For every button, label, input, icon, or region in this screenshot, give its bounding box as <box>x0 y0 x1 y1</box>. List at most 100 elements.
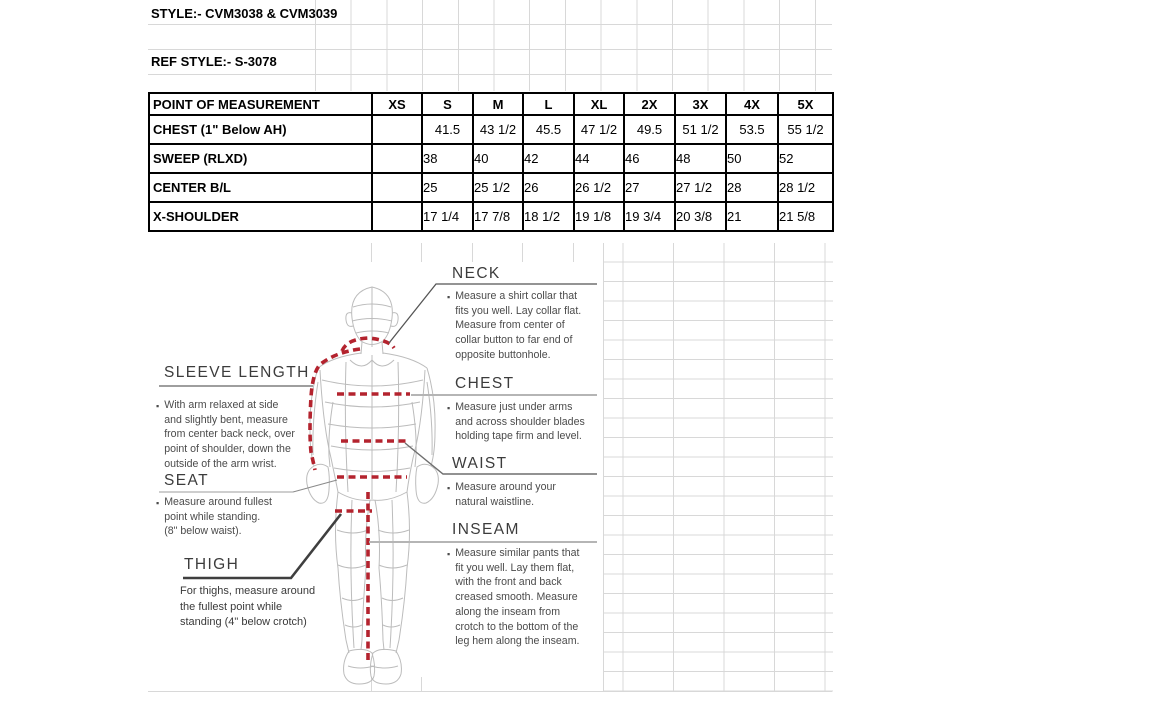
gridline-stub <box>472 243 473 262</box>
table-header-row: POINT OF MEASUREMENT XS S M L XL 2X 3X 4… <box>148 92 834 116</box>
cell-value: 21 5/8 <box>777 201 834 232</box>
cell-value: 55 1/2 <box>777 114 834 145</box>
cell-value: 46 <box>623 143 676 174</box>
cell-value: 18 1/2 <box>522 201 575 232</box>
cell-value: 48 <box>674 143 727 174</box>
waist-connector-line <box>404 442 597 475</box>
cell-value: 49.5 <box>623 114 676 145</box>
neck-description-text: Measure a shirt collar that fits you wel… <box>455 290 582 361</box>
bullet-square-icon: ▪ <box>156 401 160 411</box>
bullet-square-icon: ▪ <box>447 483 451 493</box>
bullet-square-icon: ▪ <box>156 498 160 508</box>
cell-value: 52 <box>777 143 834 174</box>
gridline-stub <box>371 243 372 262</box>
seat-label: SEAT <box>164 472 209 489</box>
gridline-stub <box>421 677 422 691</box>
waist-description: ▪ Measure around your natural waistline. <box>447 480 599 509</box>
sleeve-length-label: SLEEVE LENGTH <box>164 364 310 381</box>
chest-label: CHEST <box>455 375 515 392</box>
chest-description-text: Measure just under arms and across shoul… <box>455 401 585 443</box>
neck-label: NECK <box>452 265 501 282</box>
ref-style-title: REF STYLE:- S-3078 <box>151 54 277 69</box>
table-row: X-SHOULDER 17 1/4 17 7/8 18 1/2 19 1/8 1… <box>148 201 834 232</box>
column-header-size: S <box>421 92 474 116</box>
waist-description-text: Measure around your natural waistline. <box>455 481 556 508</box>
thigh-label: THIGH <box>184 556 240 573</box>
chest-description: ▪ Measure just under arms and across sho… <box>447 400 599 444</box>
cell-value: 44 <box>573 143 625 174</box>
gridline-stub <box>371 677 372 691</box>
inseam-description-text: Measure similar pants that fit you well.… <box>455 547 580 648</box>
bullet-square-icon: ▪ <box>447 403 451 413</box>
cell-value: 38 <box>421 143 474 174</box>
measurement-lines <box>308 336 410 660</box>
cell-value: 40 <box>472 143 524 174</box>
sleeve-length-description: ▪ With arm relaxed at side and slightly … <box>156 398 316 472</box>
column-header-size: XS <box>371 92 423 116</box>
gridline-stub <box>522 243 523 262</box>
seat-description: ▪ Measure around fullest point while sta… <box>156 495 316 539</box>
cell-value: 28 <box>725 172 779 203</box>
neck-description: ▪ Measure a shirt collar that fits you w… <box>447 289 599 363</box>
cell-value: 19 3/4 <box>623 201 676 232</box>
column-header-size: 4X <box>725 92 779 116</box>
row-label-chest: CHEST (1" Below AH) <box>148 114 373 145</box>
cell-value: 21 <box>725 201 779 232</box>
cell-value: 45.5 <box>522 114 575 145</box>
measurement-table: POINT OF MEASUREMENT XS S M L XL 2X 3X 4… <box>148 92 834 232</box>
sleeve-length-description-text: With arm relaxed at side and slightly be… <box>164 399 295 470</box>
cell-value: 28 1/2 <box>777 172 834 203</box>
row-label-sweep: SWEEP (RLXD) <box>148 143 373 174</box>
style-title: STYLE:- CVM3038 & CVM3039 <box>151 6 338 21</box>
gridline-stub <box>573 243 574 262</box>
gridline-bottom <box>148 691 832 692</box>
cell-value: 25 <box>421 172 474 203</box>
cell-value: 17 7/8 <box>472 201 524 232</box>
seat-description-text: Measure around fullest point while stand… <box>164 496 272 538</box>
cell-value <box>371 172 423 203</box>
inseam-label: INSEAM <box>452 521 520 538</box>
seat-connector-line <box>292 479 338 493</box>
thigh-description-text: For thighs, measure around the fullest p… <box>180 585 316 628</box>
sleeve-measure-line <box>308 347 361 471</box>
cell-value: 25 1/2 <box>472 172 524 203</box>
cell-value: 27 <box>623 172 676 203</box>
cell-value: 51 1/2 <box>674 114 727 145</box>
bullet-square-icon: ▪ <box>447 549 451 559</box>
inseam-description: ▪ Measure similar pants that fit you wel… <box>447 546 599 649</box>
table-row: CHEST (1" Below AH) 41.5 43 1/2 45.5 47 … <box>148 114 834 145</box>
gridline-stub <box>421 243 422 262</box>
body-measurement-figure <box>159 283 597 685</box>
cell-value: 53.5 <box>725 114 779 145</box>
wireframe-mannequin <box>306 286 439 685</box>
cell-value: 41.5 <box>421 114 474 145</box>
label-connectors <box>159 283 597 580</box>
waist-label: WAIST <box>452 455 508 472</box>
table-row: CENTER B/L 25 25 1/2 26 26 1/2 27 27 1/2… <box>148 172 834 203</box>
cell-value: 19 1/8 <box>573 201 625 232</box>
cell-value: 50 <box>725 143 779 174</box>
cell-value: 47 1/2 <box>573 114 625 145</box>
cell-value: 27 1/2 <box>674 172 727 203</box>
gridlines-right-rows <box>603 243 833 692</box>
neck-connector-line <box>388 283 597 344</box>
cell-value: 26 <box>522 172 575 203</box>
thigh-description: For thighs, measure around the fullest p… <box>180 584 350 631</box>
cell-value <box>371 143 423 174</box>
cell-value: 43 1/2 <box>472 114 524 145</box>
bullet-square-icon: ▪ <box>447 292 451 302</box>
column-header-size: M <box>472 92 524 116</box>
table-row: SWEEP (RLXD) 38 40 42 44 46 48 50 52 <box>148 143 834 174</box>
row-label-center-bl: CENTER B/L <box>148 172 373 203</box>
cell-value: 20 3/8 <box>674 201 727 232</box>
column-header-size: XL <box>573 92 625 116</box>
cell-value: 26 1/2 <box>573 172 625 203</box>
row-label-x-shoulder: X-SHOULDER <box>148 201 373 232</box>
column-header-size: 2X <box>623 92 676 116</box>
measuring-guide-diagram: NECK ▪ Measure a shirt collar that fits … <box>148 243 604 691</box>
cell-value: 17 1/4 <box>421 201 474 232</box>
gridlines-top-columns <box>315 0 833 91</box>
cell-value <box>371 114 423 145</box>
column-header-size: 5X <box>777 92 834 116</box>
